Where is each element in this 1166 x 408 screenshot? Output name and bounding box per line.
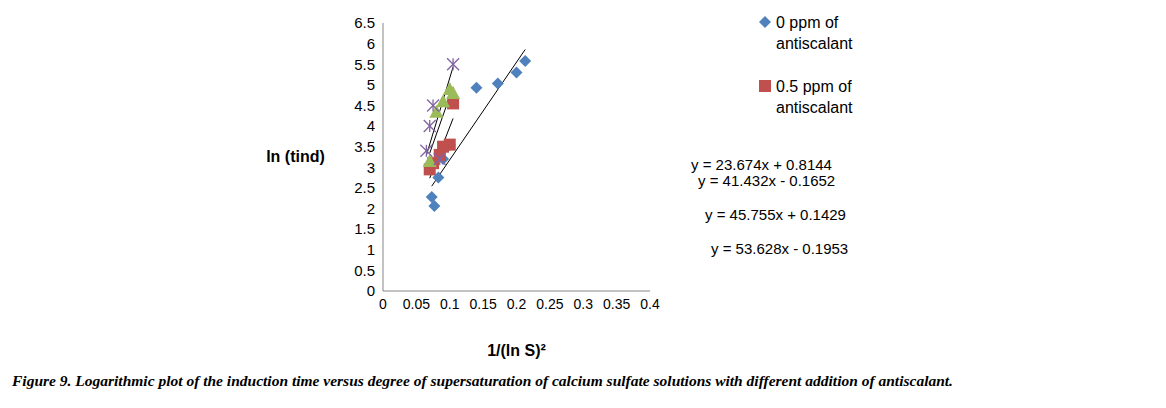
svg-text:0.15: 0.15	[470, 296, 497, 312]
html-text:ln (tind): ln (tind)	[266, 148, 325, 165]
html-text:1/(ln S)²: 1/(ln S)²	[487, 342, 546, 359]
svg-text:6.5: 6.5	[354, 14, 375, 31]
html-text:y = 53.628x - 0.1953: y = 53.628x - 0.1953	[711, 240, 849, 257]
html-text:0.5 ppm of antiscalant: 0.5 ppm of antiscalant	[776, 78, 853, 116]
svg-text:2: 2	[367, 200, 375, 217]
svg-text:6: 6	[367, 35, 375, 52]
html-text:y = 41.432x - 0.1652: y = 41.432x - 0.1652	[698, 172, 836, 189]
html-text:y = 45.755x + 0.1429: y = 45.755x + 0.1429	[705, 206, 846, 223]
svg-text:0: 0	[367, 282, 375, 299]
svg-text:5.5: 5.5	[354, 56, 375, 73]
svg-text:4.5: 4.5	[354, 97, 375, 114]
svg-text:1: 1	[367, 241, 375, 258]
svg-text:2.5: 2.5	[354, 179, 375, 196]
svg-text:0.3: 0.3	[574, 296, 594, 312]
svg-text:0.25: 0.25	[536, 296, 563, 312]
svg-text:0.4: 0.4	[640, 296, 660, 312]
html-text:Figure 9. Logarithmic plot of: Figure 9. Logarithmic plot of the induct…	[12, 372, 953, 389]
svg-text:4: 4	[367, 117, 375, 134]
svg-text:0: 0	[379, 296, 387, 312]
html-text:0 ppm of antiscalant: 0 ppm of antiscalant	[776, 14, 853, 52]
svg-text:0.35: 0.35	[603, 296, 630, 312]
svg-text:5: 5	[367, 76, 375, 93]
svg-text:0.1: 0.1	[440, 296, 460, 312]
svg-text:3.5: 3.5	[354, 138, 375, 155]
svg-text:3: 3	[367, 159, 375, 176]
svg-text:0.2: 0.2	[507, 296, 527, 312]
svg-text:0.05: 0.05	[403, 296, 430, 312]
html-text:y = 23.674x + 0.8144: y = 23.674x + 0.8144	[691, 156, 832, 173]
svg-text:0.5: 0.5	[354, 262, 375, 279]
svg-text:1.5: 1.5	[354, 220, 375, 237]
